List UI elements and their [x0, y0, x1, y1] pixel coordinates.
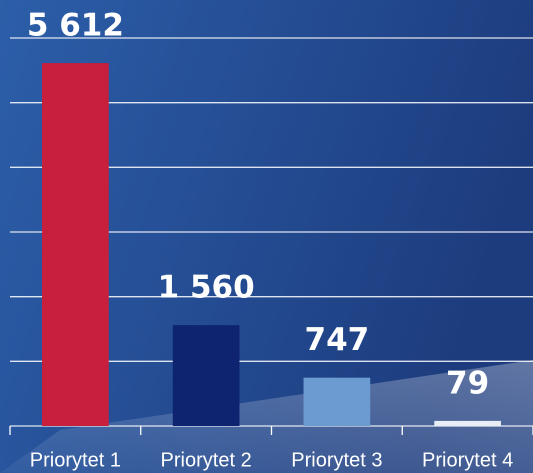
background-sheen: [0, 360, 533, 473]
data-label: 79: [446, 365, 489, 401]
data-label: 747: [305, 322, 370, 358]
bar: [42, 63, 109, 426]
data-label: 1 560: [158, 270, 255, 306]
x-tick-label: Priorytet 1: [30, 449, 121, 471]
data-label: 5 612: [27, 8, 124, 44]
bar: [434, 420, 501, 426]
bar: [303, 377, 371, 426]
x-tick-label: Priorytet 4: [422, 449, 513, 471]
x-tick-label: Priorytet 3: [291, 449, 382, 471]
bar: [172, 325, 240, 426]
x-tick-label: Priorytet 2: [161, 449, 252, 471]
